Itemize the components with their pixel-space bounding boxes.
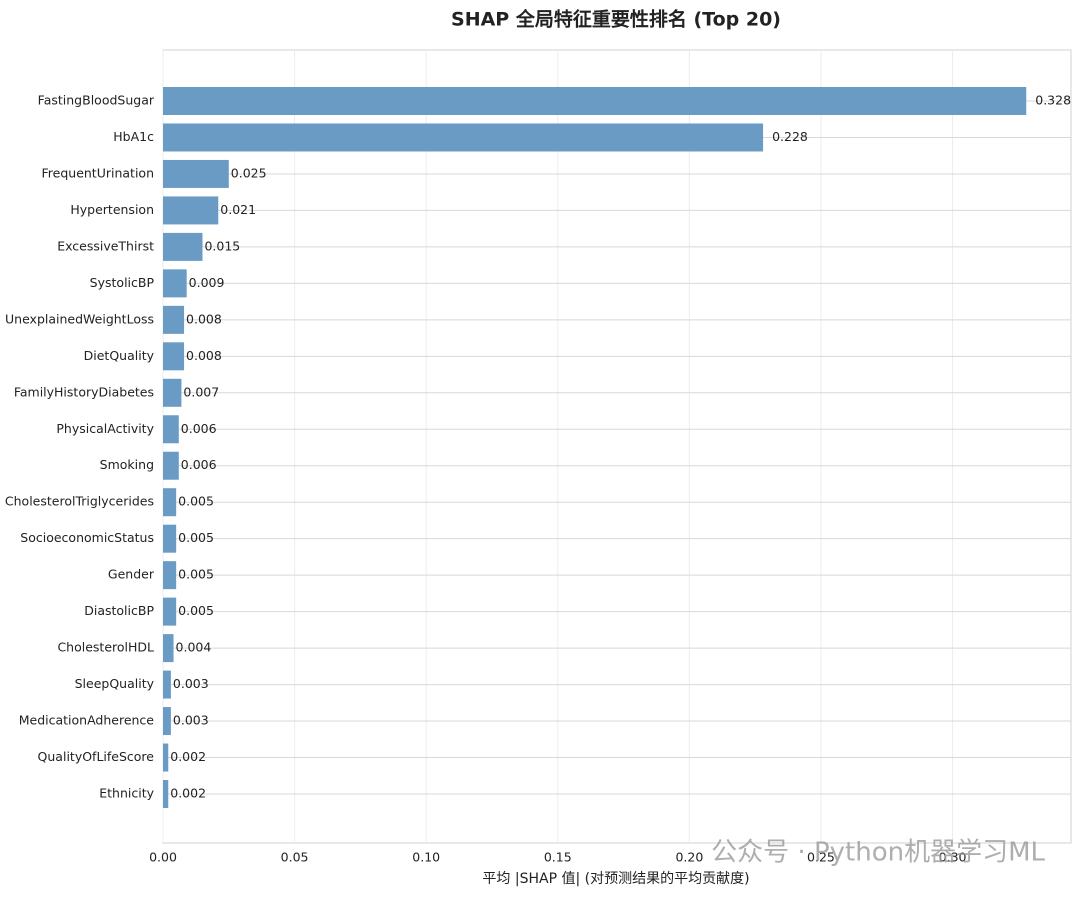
y-tick-label: Hypertension <box>70 202 154 217</box>
bar <box>163 269 187 298</box>
x-tick-label: 0.15 <box>544 850 572 865</box>
y-tick-label: SystolicBP <box>90 275 155 290</box>
y-tick-label: FrequentUrination <box>42 165 155 180</box>
y-tick-label: FastingBloodSugar <box>38 93 155 108</box>
bar <box>163 561 177 590</box>
value-label: 0.003 <box>173 676 209 691</box>
y-tick-label: QualityOfLifeScore <box>38 749 155 764</box>
value-label: 0.006 <box>181 457 217 472</box>
bar <box>163 524 177 553</box>
bar <box>163 342 185 371</box>
bar <box>163 87 1027 115</box>
bar <box>163 159 229 188</box>
y-tick-label: CholesterolHDL <box>57 640 154 655</box>
value-label: 0.004 <box>176 640 212 655</box>
x-tick-label: 0.25 <box>807 850 835 865</box>
value-label: 0.009 <box>189 275 225 290</box>
value-label: 0.006 <box>181 421 217 436</box>
value-label: 0.005 <box>178 603 214 618</box>
value-label: 0.008 <box>186 348 222 363</box>
bar <box>163 597 177 626</box>
bar <box>163 196 219 225</box>
y-tick-label: DietQuality <box>84 348 155 363</box>
plot-area <box>162 49 1072 844</box>
value-label: 0.228 <box>772 129 808 144</box>
y-tick-label: SleepQuality <box>75 676 155 691</box>
value-label: 0.008 <box>186 311 222 326</box>
y-tick-label: HbA1c <box>113 129 154 144</box>
value-label: 0.002 <box>170 749 206 764</box>
bar <box>163 378 182 407</box>
chart-title: SHAP 全局特征重要性排名 (Top 20) <box>451 8 781 31</box>
value-label: 0.005 <box>178 494 214 509</box>
y-tick-label: SocioeconomicStatus <box>20 530 154 545</box>
bar <box>163 123 764 152</box>
x-tick-label: 0.10 <box>412 850 440 865</box>
value-label: 0.328 <box>1035 93 1071 108</box>
bar <box>163 305 185 334</box>
bar <box>163 780 169 808</box>
x-axis-label: 平均 |SHAP 值| (对预测结果的平均贡献度) <box>482 871 749 887</box>
y-tick-label: CholesterolTriglycerides <box>5 494 154 509</box>
value-label: 0.005 <box>178 530 214 545</box>
bar <box>163 670 171 699</box>
bar <box>163 415 179 444</box>
bar <box>163 451 179 480</box>
y-tick-label: ExcessiveThirst <box>57 238 154 253</box>
x-tick-label: 0.30 <box>939 850 967 865</box>
bar <box>163 488 177 517</box>
y-tick-label: Ethnicity <box>99 786 154 801</box>
x-tick-label: 0.00 <box>149 850 177 865</box>
x-tick-label: 0.05 <box>281 850 309 865</box>
bar <box>163 232 203 261</box>
bar <box>163 634 174 663</box>
y-tick-label: PhysicalActivity <box>56 421 154 436</box>
value-label: 0.015 <box>204 238 240 253</box>
x-tick-label: 0.20 <box>675 850 703 865</box>
value-label: 0.025 <box>231 165 267 180</box>
bar <box>163 707 171 736</box>
value-label: 0.007 <box>183 384 219 399</box>
y-tick-label: DiastolicBP <box>84 603 154 618</box>
value-label: 0.021 <box>220 202 256 217</box>
watermark: 公众号 · Python机器学习ML <box>711 838 1045 868</box>
y-tick-label: FamilyHistoryDiabetes <box>14 384 154 399</box>
value-label: 0.002 <box>170 786 206 801</box>
bar <box>163 743 169 772</box>
value-label: 0.005 <box>178 567 214 582</box>
value-label: 0.003 <box>173 713 209 728</box>
y-tick-label: Smoking <box>100 457 154 472</box>
y-tick-label: Gender <box>108 567 155 582</box>
y-tick-label: UnexplainedWeightLoss <box>5 311 154 326</box>
y-tick-label: MedicationAdherence <box>19 713 155 728</box>
